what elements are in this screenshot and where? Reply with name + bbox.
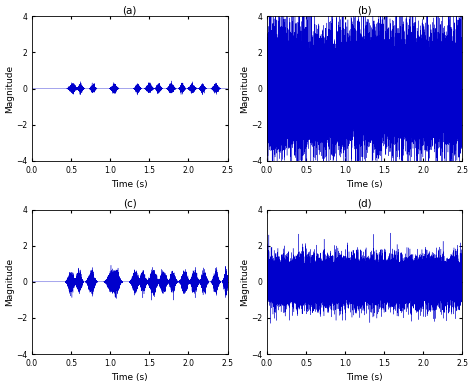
X-axis label: Time (s): Time (s) xyxy=(346,373,383,383)
Title: (c): (c) xyxy=(123,199,137,209)
Title: (a): (a) xyxy=(123,5,137,16)
Y-axis label: Magnitude: Magnitude xyxy=(6,64,15,113)
Y-axis label: Magnitude: Magnitude xyxy=(6,258,15,306)
X-axis label: Time (s): Time (s) xyxy=(346,180,383,189)
Y-axis label: Magnitude: Magnitude xyxy=(240,64,249,113)
Title: (b): (b) xyxy=(357,5,372,16)
X-axis label: Time (s): Time (s) xyxy=(111,373,148,383)
Title: (d): (d) xyxy=(357,199,372,209)
Y-axis label: Magnitude: Magnitude xyxy=(240,258,249,306)
X-axis label: Time (s): Time (s) xyxy=(111,180,148,189)
